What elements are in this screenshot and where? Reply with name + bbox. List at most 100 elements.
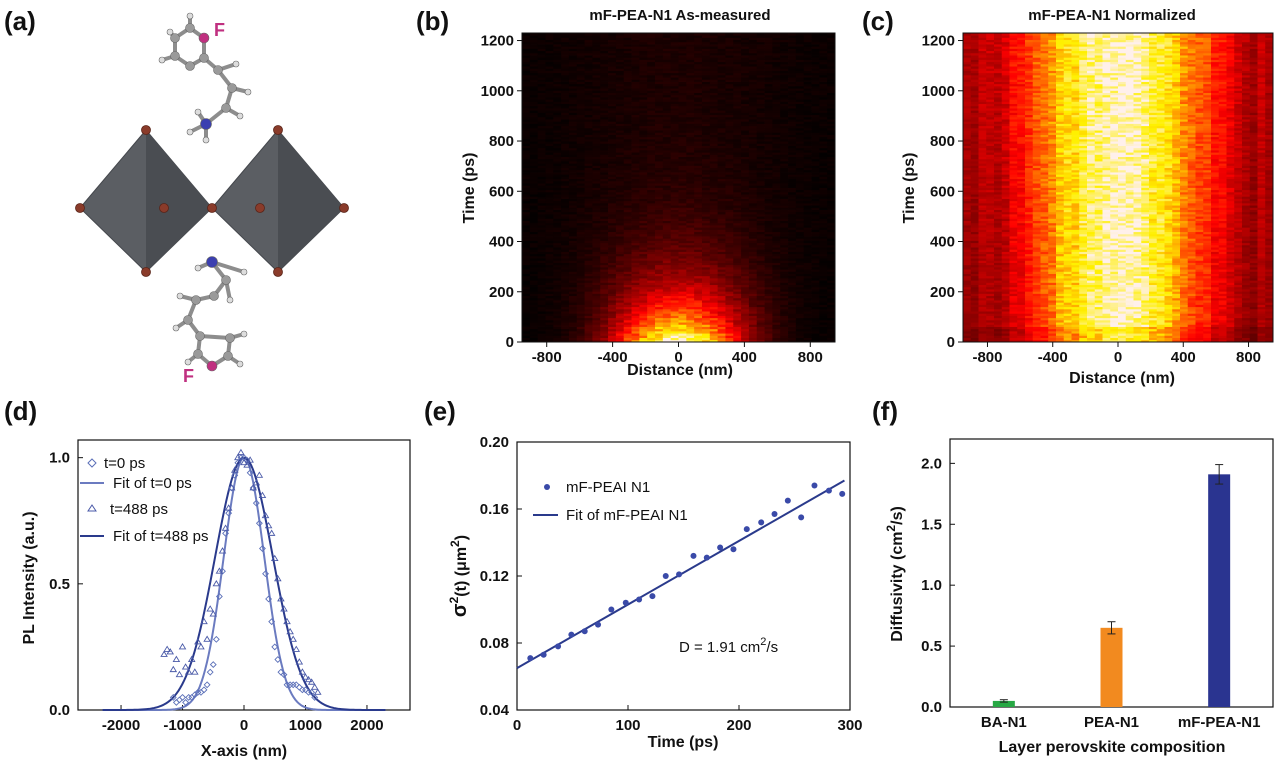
heatmap-cell [545,302,554,305]
heatmap-cell [592,251,601,255]
heatmap-cell [662,216,672,219]
heatmap-cell [788,114,797,118]
heatmap-cell [561,317,570,321]
heatmap-cell [561,114,570,118]
heatmap-cell [709,244,719,248]
heatmap-cell [639,77,648,80]
heatmap-cell [686,227,695,230]
heatmap-cell [568,286,578,290]
heatmap-cell [655,101,664,105]
heatmap-cell [600,68,609,71]
heatmap-cell [647,112,656,116]
heatmap-cell [662,291,672,294]
heatmap-cell [553,37,562,41]
heatmap-cell [647,317,656,321]
heatmap-cell [780,112,789,116]
heatmap-cell [623,46,632,49]
heatmap-cell [655,48,664,52]
heatmap-cell [717,324,726,327]
heatmap-cell [662,152,672,155]
heatmap-cell [655,138,664,142]
heatmap-cell [553,324,562,327]
heatmap-cell [741,324,750,327]
heatmap-cell [576,273,585,277]
heatmap-cell [741,125,750,129]
heatmap-cell [655,185,664,188]
heatmap-cell [741,205,750,208]
heatmap-cell [623,37,632,41]
heatmap-cell [529,198,539,202]
heatmap-cell [717,37,726,41]
heatmap-cell [788,136,797,140]
heatmap-cell [584,207,593,210]
heatmap-cell [670,335,679,338]
heatmap-cell [655,330,664,334]
heatmap-cell [686,306,695,310]
heatmap-cell [529,77,539,80]
heatmap-cell [576,121,585,124]
heatmap-cell [709,174,719,177]
heatmap-cell [717,269,726,272]
heatmap-cell [608,242,617,246]
heatmap-cell [748,81,758,85]
heatmap-cell [748,240,758,244]
heatmap-cell [678,242,687,246]
heatmap-cell [741,227,750,230]
heatmap-cell [717,297,726,301]
heatmap-cell [725,123,734,127]
heatmap-cell [576,81,585,85]
heatmap-cell [545,333,554,336]
heatmap-cell [741,233,750,237]
heatmap-cell [529,211,539,215]
heatmap-cell [701,138,711,142]
heatmap-cell [701,291,711,294]
heatmap-cell [537,35,546,38]
heatmap-cell [623,262,632,266]
heatmap-cell [655,275,664,279]
heatmap-cell [788,180,797,184]
heatmap-cell [780,44,789,47]
heatmap-cell [631,211,640,215]
heatmap-cell [764,176,773,180]
heatmap-cell [584,74,593,78]
heatmap-cell [647,85,656,89]
heatmap-cell [568,121,578,124]
heatmap-cell [748,328,758,332]
heatmap-cell [725,258,734,261]
heatmap-cell [522,112,531,116]
heatmap-cell [592,275,601,279]
heatmap-cell [639,297,648,301]
heatmap-cell [639,258,648,261]
heatmap-cell [709,297,719,301]
heatmap-cell [568,328,578,332]
heatmap-cell [600,185,609,188]
heatmap-cell [741,99,750,102]
heatmap-cell [600,326,609,330]
heatmap-cell [662,50,672,54]
heatmap-cell [576,242,585,246]
heatmap-cell [608,313,617,316]
heatmap-cell [600,108,609,111]
heatmap-cell [522,161,531,164]
heatmap-cell [662,242,672,246]
heatmap-cell [529,284,539,288]
heatmap-cell [725,132,734,135]
heatmap-cell [717,260,726,263]
heatmap-cell [764,266,773,270]
heatmap-cell [780,172,789,175]
heatmap-cell [600,242,609,246]
heatmap-cell [647,306,656,310]
heatmap-cell [741,163,750,166]
heatmap-cell [670,260,679,263]
heatmap-cell [764,225,773,228]
heatmap-cell [694,244,703,248]
heatmap-cell [568,163,578,166]
heatmap-cell [670,339,679,343]
heatmap-cell [678,240,687,244]
heatmap-cell [537,125,546,129]
heatmap-cell [748,339,758,343]
heatmap-cell [561,167,570,171]
heatmap-cell [733,202,742,206]
heatmap-cell [529,315,539,319]
heatmap-cell [764,50,773,54]
